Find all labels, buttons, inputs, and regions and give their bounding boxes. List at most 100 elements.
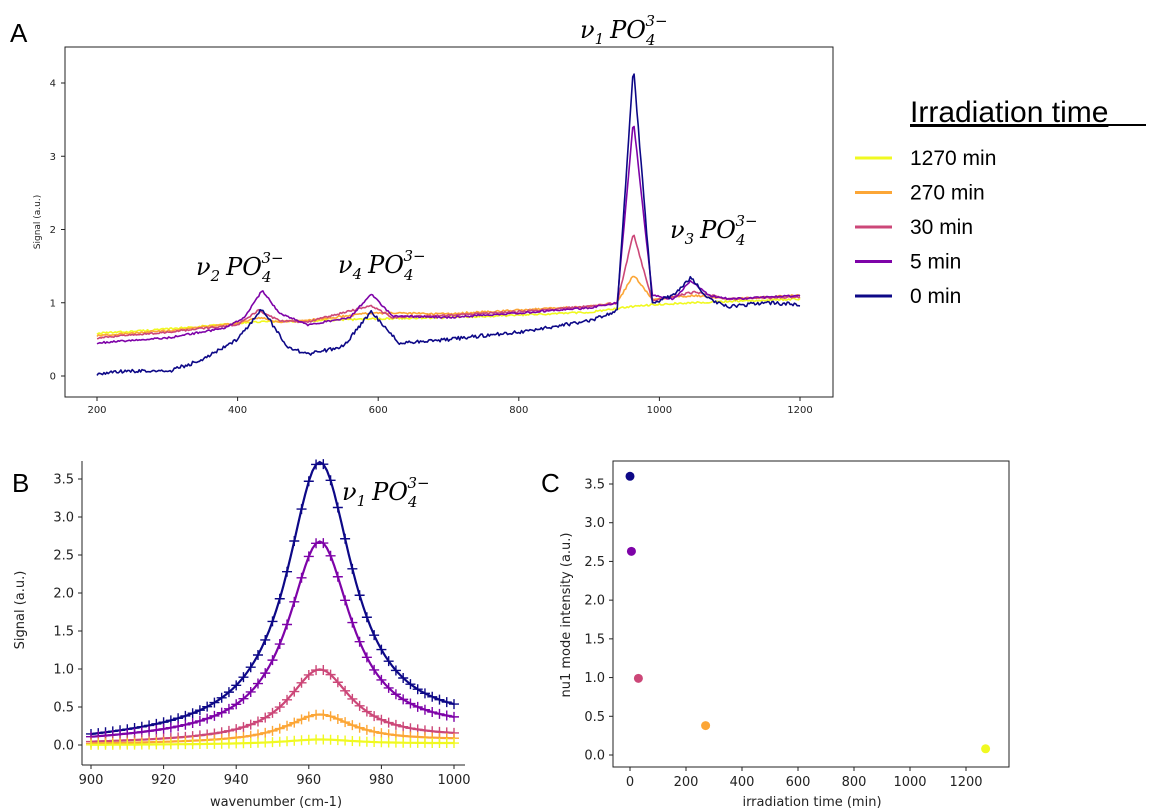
panel-b-data-marker [216, 692, 227, 703]
ion-formula: PO [609, 16, 646, 44]
panel-a-spectrum-chart: 200 400 600 800 1000 1200 0 1 2 3 4 Signal (a.u.) [33, 46, 834, 417]
panel-b-data-marker [238, 722, 249, 733]
panel-a-series-line [96, 275, 801, 338]
panel-b-ytick-label: 0.5 [53, 701, 74, 716]
panel-c-xtick-label: 1000 [893, 775, 926, 790]
panel-c-points [625, 471, 991, 754]
panel-b-data-marker [303, 476, 314, 487]
panel-a-ticks: 200 400 600 800 1000 1200 0 1 2 3 4 [50, 79, 813, 417]
panel-b-data-marker [245, 662, 256, 673]
panel-b-data-marker [361, 652, 372, 663]
panel-a-ytick-label: 2 [50, 225, 56, 236]
panel-c-xtick-label: 400 [730, 775, 755, 790]
panel-b-data-marker [325, 711, 336, 722]
panel-b-data-marker [419, 688, 430, 699]
panel-a-ylabel: Signal (a.u.) [33, 195, 43, 249]
panel-b-data-marker [412, 684, 423, 695]
panel-b-data-marker [340, 595, 351, 606]
panel-b-data-marker [173, 721, 184, 732]
legend: Irradiation time 1270 min 270 min 30 min 5 … [855, 96, 1146, 308]
panel-b-data-marker [151, 725, 162, 736]
panel-b-data-marker [398, 673, 409, 684]
panel-b-data-marker [296, 572, 307, 583]
legend-item-label: 270 min [910, 182, 985, 205]
panel-b-data-marker [187, 717, 198, 728]
panel-b-data-marker [354, 700, 365, 711]
panel-label-b: B [12, 468, 29, 498]
panel-a-series-line [96, 234, 801, 340]
panel-b-data-marker [441, 697, 452, 708]
panel-label-c: C [541, 468, 560, 498]
panel-b-ytick-label: 1.5 [53, 625, 74, 640]
panel-b-data-marker [361, 724, 372, 735]
panel-b-data-marker [194, 715, 205, 726]
ion-charge: 3− [736, 212, 758, 230]
panel-b-data-marker [187, 708, 198, 719]
panel-b-xtick-label: 920 [151, 773, 176, 788]
panel-c-ytick-label: 2.0 [584, 594, 605, 609]
panel-b-data-marker [296, 714, 307, 725]
panel-b-data-marker [347, 563, 358, 574]
panel-c-ytick-label: 3.0 [584, 516, 605, 531]
panel-b-data-marker [267, 616, 278, 627]
panel-b-data-marker [238, 672, 249, 683]
nu-index: 4 [352, 265, 363, 283]
panel-c-scatter-chart: 0 200 400 600 800 1000 1200 0.0 0.5 1.0 1.5 2.0 2.5 3… [559, 460, 1010, 809]
panel-c-xtick-label: 0 [626, 775, 634, 790]
panel-b-data-marker [274, 723, 285, 734]
ion-formula: PO [371, 478, 408, 506]
panel-c-point [701, 721, 711, 731]
panel-b-data-marker [347, 720, 358, 731]
panel-a-ytick-label: 4 [50, 79, 56, 90]
panel-b-series [86, 459, 459, 750]
panel-b-data-marker [260, 712, 271, 723]
panel-b-data-marker [274, 639, 285, 650]
panel-b-data-marker [383, 717, 394, 728]
panel-b-data-marker [274, 702, 285, 713]
nu-index: 2 [210, 267, 221, 285]
panel-b-data-marker [390, 719, 401, 730]
panel-b-data-marker [318, 538, 329, 549]
panel-c-ytick-label: 1.0 [584, 671, 605, 686]
panel-a-ytick-label: 0 [50, 372, 56, 383]
panel-b-data-marker [289, 535, 300, 546]
panel-b-data-marker [332, 677, 343, 688]
legend-item-label: 30 min [910, 216, 973, 239]
nu-symbol: ν [338, 251, 353, 279]
panel-b-xtick-label: 960 [296, 773, 321, 788]
ion-formula: PO [699, 216, 736, 244]
panel-c-ylabel: nu1 mode intensity (a.u.) [559, 533, 574, 698]
annotation-nu2: ν2 PO43− [196, 249, 284, 286]
nu-symbol: ν [196, 253, 211, 281]
legend-items: 1270 min 270 min 30 min 5 min 0 min [855, 147, 996, 308]
nu-index: 1 [595, 30, 605, 48]
panel-b-data-marker [427, 691, 438, 702]
panel-b-ytick-label: 3.5 [53, 473, 74, 488]
panel-b-data-marker [449, 738, 459, 749]
ion-subscript: 4 [735, 231, 746, 249]
panel-b-data-marker [165, 722, 176, 733]
ion-charge: 3− [262, 249, 284, 267]
panel-b-xlabel: wavenumber (cm-1) [210, 795, 342, 809]
panel-b-data-marker [267, 655, 278, 666]
ion-subscript: 4 [261, 268, 272, 286]
panel-b-data-marker [252, 729, 263, 740]
panel-b-data-marker [427, 707, 438, 718]
panel-b-data-marker [267, 707, 278, 718]
panel-b-data-marker [296, 677, 307, 688]
panel-b-data-marker [332, 571, 343, 582]
panel-b-data-marker [260, 727, 271, 738]
panel-b-data-marker [282, 694, 293, 705]
ion-subscript: 4 [645, 31, 656, 49]
panel-b-data-marker [202, 701, 213, 712]
panel-b-data-marker [245, 686, 256, 697]
panel-b-ytick-label: 0.0 [53, 739, 74, 754]
panel-b-data-marker [412, 701, 423, 712]
panel-b-data-marker [282, 720, 293, 731]
panel-b-ylabel: Signal (a.u.) [13, 571, 28, 650]
panel-b-data-marker [303, 711, 314, 722]
panel-b-data-marker [361, 612, 372, 623]
legend-title: Irradiation time [910, 96, 1108, 129]
